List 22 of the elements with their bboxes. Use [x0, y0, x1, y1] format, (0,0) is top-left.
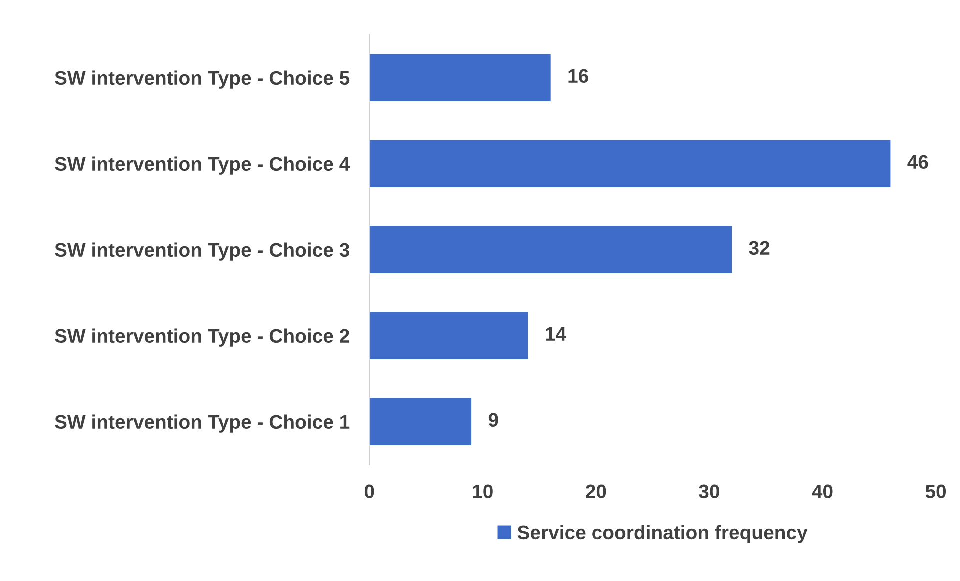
bar	[370, 312, 528, 360]
bar	[370, 226, 732, 274]
x-tick-label: 30	[699, 484, 720, 499]
y-tick-label: SW intervention Type - Choice 3	[55, 242, 350, 261]
data-label: 9	[488, 413, 498, 428]
x-tick-label: 10	[473, 484, 493, 499]
data-label: 14	[546, 327, 566, 341]
x-tick-label: 50	[926, 484, 946, 499]
legend-label: Service coordination frequency	[518, 525, 808, 544]
bar	[370, 140, 891, 188]
x-tick-label: 20	[586, 484, 606, 499]
data-label: 46	[908, 155, 928, 170]
y-tick-label: SW intervention Type - Choice 2	[55, 328, 350, 347]
x-tick-label: 0	[364, 484, 374, 499]
data-label: 32	[749, 241, 770, 256]
y-tick-label: SW intervention Type - Choice 1	[55, 414, 350, 433]
x-tick-label: 40	[812, 484, 833, 499]
y-tick-label: SW intervention Type - Choice 5	[55, 70, 350, 89]
y-tick-label: SW intervention Type - Choice 4	[55, 156, 350, 175]
bar	[370, 398, 472, 446]
bar	[370, 54, 551, 102]
data-label: 16	[568, 69, 588, 84]
